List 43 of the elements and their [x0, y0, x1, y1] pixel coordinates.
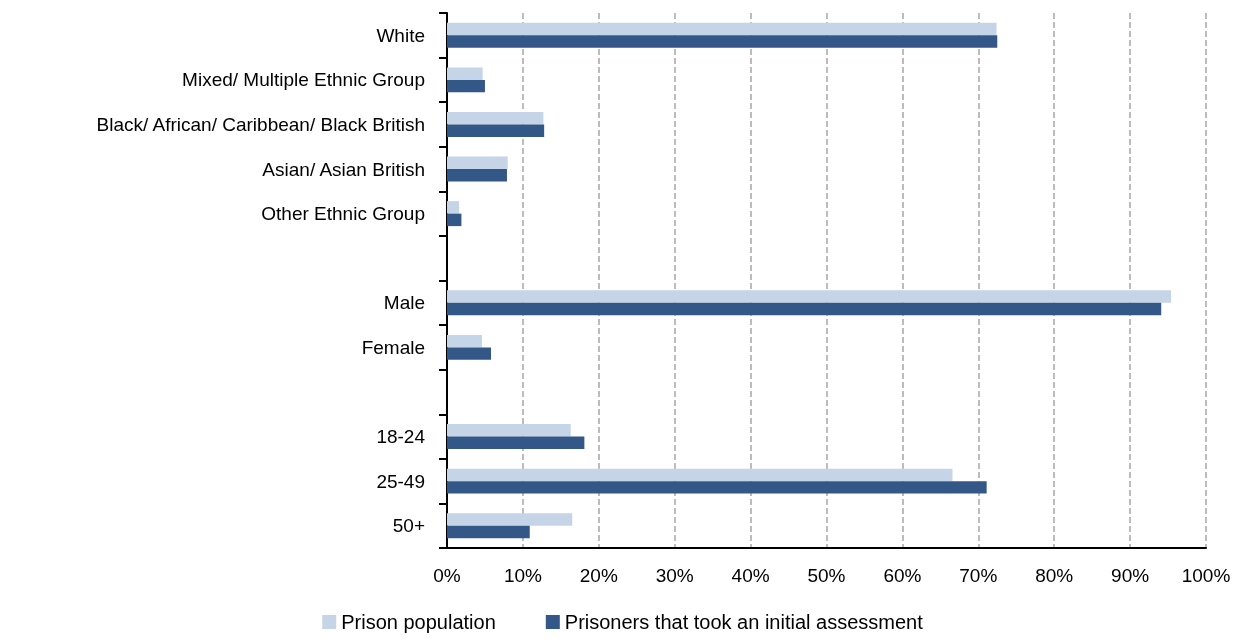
x-tick-label: 0% [433, 565, 461, 586]
x-tick-label: 90% [1111, 565, 1150, 586]
bar [447, 111, 544, 125]
bar [447, 525, 530, 539]
y-tick-label: White [376, 24, 425, 46]
bar [447, 35, 998, 48]
x-tick-label: 80% [1035, 565, 1074, 586]
y-tick-label: 25-49 [376, 470, 425, 492]
y-tick-label: Female [361, 336, 425, 358]
bar [447, 67, 483, 80]
bar [447, 513, 573, 526]
bar [447, 436, 585, 450]
bar [447, 79, 485, 93]
bar [447, 290, 1172, 303]
bar [447, 424, 571, 437]
x-tick-label: 30% [655, 565, 694, 586]
x-tick-label: 20% [579, 565, 618, 586]
y-tick-label: 50+ [392, 515, 425, 537]
bar [447, 481, 987, 494]
bar [447, 213, 462, 227]
y-tick-label: Black/ African/ Caribbean/ Black British [96, 113, 425, 135]
bar [447, 201, 460, 214]
bar [447, 302, 1162, 316]
y-tick-label: 18-24 [376, 426, 426, 448]
y-tick-label: Other Ethnic Group [261, 203, 425, 225]
x-tick-label: 40% [731, 565, 770, 586]
bar [447, 156, 508, 170]
y-tick-label: Mixed/ Multiple Ethnic Group [182, 69, 425, 91]
x-tick-label: 60% [883, 565, 922, 586]
x-tick-label: 50% [807, 565, 846, 586]
bar [447, 347, 492, 360]
x-tick-label: 100% [1181, 565, 1231, 586]
y-tick-label: Asian/ Asian British [262, 158, 425, 180]
x-tick-label: 70% [959, 565, 998, 586]
x-tick-label: 10% [503, 565, 543, 586]
bar [447, 169, 507, 182]
y-tick-label: Male [383, 292, 425, 314]
bar [447, 124, 545, 137]
bar [447, 468, 953, 482]
legend-label: Prisoners that took an initial assessment [564, 611, 924, 633]
bar [447, 334, 482, 348]
legend-label: Prison population [341, 611, 496, 633]
bar [447, 22, 997, 36]
